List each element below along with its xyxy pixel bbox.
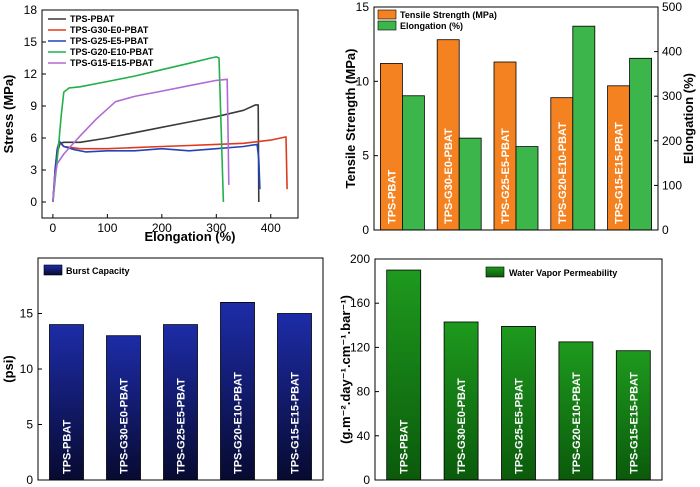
burst-category-label: TPS-G15-E15-PBAT bbox=[290, 372, 302, 474]
elongation-y-tick-label: 200 bbox=[662, 134, 682, 148]
wvp-bar bbox=[501, 326, 536, 481]
elongation-bar bbox=[458, 137, 482, 231]
stress-y-axis-label: Stress (MPa) bbox=[1, 75, 16, 154]
tensile-category-label: TPS-G20-E10-PBAT bbox=[557, 122, 569, 224]
burst-y-tick-label: 15 bbox=[20, 307, 34, 321]
tensile-y-axis-label: Tensile Strength (MPa) bbox=[343, 49, 358, 189]
stress-legend-label: TPS-G15-E15-PBAT bbox=[70, 58, 154, 68]
wvp-y-tick-label: 120 bbox=[350, 340, 370, 354]
elongation-y-tick-label: 0 bbox=[662, 223, 669, 237]
stress-legend-label: TPS-G30-E0-PBAT bbox=[70, 25, 149, 35]
wvp-y-tick-label: 160 bbox=[350, 296, 370, 310]
wvp-bar bbox=[443, 321, 479, 481]
wvp-legend-swatch bbox=[485, 266, 505, 278]
stress-y-tick-label: 0 bbox=[30, 195, 37, 209]
stress-y-tick-label: 3 bbox=[30, 163, 37, 177]
burst-capacity-panel: TPS-PBAT TPS-G30-E0-PBAT TPS-G25-E5-PBAT TP… bbox=[1, 257, 324, 487]
wvp-category-label: TPS-G20-E10-PBAT bbox=[571, 372, 583, 474]
tensile-category-label: TPS-G25-E5-PBAT bbox=[500, 128, 512, 224]
burst-y-axis-label: (psi) bbox=[1, 355, 16, 382]
elongation-y-tick-label: 300 bbox=[662, 89, 682, 103]
tensile-y-tick-label: 10 bbox=[356, 74, 370, 88]
stress-x-tick-label: 0 bbox=[50, 221, 57, 235]
elongation-y-tick-label: 400 bbox=[662, 45, 682, 59]
burst-bar bbox=[220, 301, 255, 481]
wvp-category-label: TPS-G30-E0-PBAT bbox=[456, 378, 468, 474]
stress-series-line bbox=[52, 56, 225, 203]
elongation-bar bbox=[401, 95, 425, 231]
wvp-bar bbox=[615, 350, 651, 481]
stress-x-tick-label: 100 bbox=[97, 221, 117, 235]
elongation-bar bbox=[572, 25, 596, 231]
stress-y-tick-label: 9 bbox=[30, 99, 37, 113]
elongation-y-axis-label: Elongation (%) bbox=[681, 73, 696, 164]
burst-bar bbox=[163, 324, 198, 481]
burst-category-label: TPS-G20-E10-PBAT bbox=[233, 372, 245, 474]
tensile-legend-label: Elongation (%) bbox=[400, 21, 463, 31]
burst-y-tick-label: 10 bbox=[20, 362, 34, 376]
tensile-y-tick-label: 5 bbox=[362, 149, 369, 163]
stress-y-tick-label: 15 bbox=[24, 35, 38, 49]
burst-legend-label: Burst Capacity bbox=[66, 266, 130, 276]
stress-x-tick-label: 400 bbox=[261, 221, 281, 235]
tensile-category-label: TPS-G30-E0-PBAT bbox=[443, 128, 455, 224]
wvp-y-tick-label: 0 bbox=[363, 473, 370, 487]
burst-bar bbox=[49, 324, 84, 481]
tensile-y-tick-label: 15 bbox=[356, 0, 370, 14]
burst-category-label: TPS-PBAT bbox=[62, 420, 74, 474]
wvp-legend-label: Water Vapor Permeability bbox=[509, 268, 617, 278]
burst-y-tick-label: 5 bbox=[26, 418, 33, 432]
wvp-y-tick-label: 200 bbox=[350, 252, 370, 266]
tensile-category-label: TPS-G15-E15-PBAT bbox=[614, 122, 626, 224]
wvp-category-label: TPS-G15-E15-PBAT bbox=[628, 372, 640, 474]
water-vapor-panel: TPS-PBAT TPS-G30-E0-PBAT TPS-G25-E5-PBAT TP… bbox=[338, 252, 663, 487]
stress-plot-frame bbox=[41, 9, 299, 219]
burst-category-label: TPS-G30-E0-PBAT bbox=[119, 378, 131, 474]
stress-y-tick-label: 18 bbox=[24, 3, 38, 17]
tensile-legend-swatch bbox=[377, 20, 397, 31]
stress-legend-label: TPS-G20-E10-PBAT bbox=[70, 47, 154, 57]
stress-x-tick-label: 200 bbox=[152, 221, 172, 235]
stress-x-axis-label: Elongation (%) bbox=[145, 229, 236, 244]
burst-category-label: TPS-G25-E5-PBAT bbox=[176, 378, 188, 474]
wvp-bar bbox=[386, 269, 422, 481]
wvp-bar bbox=[558, 341, 594, 481]
wvp-y-tick-label: 80 bbox=[357, 385, 371, 399]
wvp-y-axis-label: (g.m⁻².day⁻¹.cm⁻¹.bar⁻¹) bbox=[338, 295, 353, 444]
elongation-y-tick-label: 100 bbox=[662, 178, 682, 192]
wvp-category-label: TPS-PBAT bbox=[399, 420, 411, 474]
tensile-elongation-panel: TPS-PBAT TPS-G30-E0-PBAT TPS-G25-E5-PBAT TP… bbox=[343, 0, 696, 237]
elongation-bar bbox=[629, 57, 652, 231]
elongation-bar bbox=[515, 146, 539, 231]
stress-y-tick-label: 12 bbox=[24, 67, 38, 81]
stress-series-line bbox=[52, 136, 288, 203]
stress-legend-label: TPS-G25-E5-PBAT bbox=[70, 36, 149, 46]
stress-legend-label: TPS-PBAT bbox=[70, 14, 115, 24]
stress-y-tick-label: 6 bbox=[30, 131, 37, 145]
wvp-y-tick-label: 40 bbox=[357, 429, 371, 443]
burst-bar bbox=[277, 313, 312, 481]
tensile-y-tick-label: 0 bbox=[362, 223, 369, 237]
wvp-category-label: TPS-G25-E5-PBAT bbox=[514, 378, 526, 474]
burst-y-tick-label: 0 bbox=[26, 473, 33, 487]
tensile-plot-frame bbox=[373, 6, 659, 231]
elongation-y-tick-label: 500 bbox=[662, 0, 682, 14]
tensile-category-label: TPS-PBAT bbox=[386, 170, 398, 224]
stress-strain-panel: 0 3 6 9 12 15 18 0 100 200 300 400 TPS-PBATTPS-G30-E… bbox=[1, 3, 299, 244]
tensile-legend-label: Tensile Strength (MPa) bbox=[400, 10, 497, 20]
wvp-plot-frame bbox=[374, 258, 663, 481]
tensile-legend-swatch bbox=[377, 9, 397, 20]
stress-x-tick-label: 300 bbox=[206, 221, 226, 235]
burst-legend-swatch bbox=[43, 264, 63, 276]
stress-series-line bbox=[52, 78, 230, 203]
